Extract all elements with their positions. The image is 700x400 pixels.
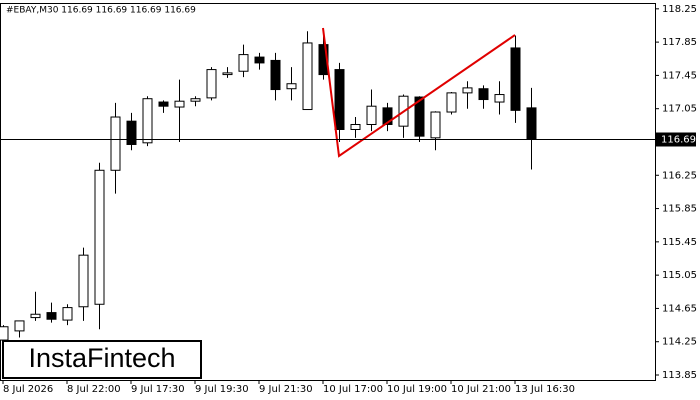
- x-tick-label: 8 Jul 2026: [3, 384, 53, 395]
- candle-body: [110, 116, 121, 171]
- candle-body: [366, 105, 377, 126]
- chart-header: #EBAY,M30 116.69 116.69 116.69 116.69: [6, 6, 196, 16]
- x-tick-label: 10 Jul 19:00: [387, 384, 447, 395]
- x-tick-label: 9 Jul 17:30: [131, 384, 185, 395]
- y-tick-label: 115.45: [662, 237, 697, 248]
- x-tick-label: 9 Jul 19:30: [195, 384, 249, 395]
- y-tick-label: 115.85: [662, 204, 697, 215]
- candle-body: [206, 69, 217, 99]
- x-tick-label: 10 Jul 17:00: [323, 384, 383, 395]
- watermark-box: [2, 340, 202, 379]
- candle-body: [0, 326, 9, 341]
- current-price-box: [656, 132, 696, 147]
- pattern-line: [322, 27, 516, 158]
- candle-body: [158, 101, 169, 107]
- candle-body: [526, 107, 537, 140]
- candle-body: [478, 88, 489, 101]
- x-tick-label: 10 Jul 21:00: [451, 384, 511, 395]
- candle-body: [430, 111, 441, 139]
- candle-body: [30, 313, 41, 319]
- candle-body: [78, 254, 89, 308]
- candle-body: [334, 69, 345, 130]
- y-tick-label: 114.65: [662, 303, 697, 314]
- watermark: InstaFintech: [28, 343, 175, 373]
- y-tick-label: 117.45: [662, 70, 697, 81]
- y-tick-label: 118.25: [662, 4, 697, 15]
- candle-body: [46, 312, 57, 320]
- y-tick-label: 115.05: [662, 270, 697, 281]
- candle-body: [446, 92, 457, 113]
- candle-body: [222, 72, 233, 76]
- candle-body: [270, 59, 281, 91]
- candle-body: [302, 42, 313, 111]
- candle-body: [414, 96, 425, 137]
- x-tick-label: 9 Jul 21:30: [259, 384, 313, 395]
- candle-body: [14, 320, 25, 332]
- candle-body: [318, 44, 329, 76]
- candles: [0, 31, 537, 346]
- x-tick-label: 13 Jul 16:30: [515, 384, 575, 395]
- candle-body: [510, 47, 521, 111]
- candle-body: [142, 98, 153, 144]
- plot-frame: [0, 3, 656, 381]
- candle-body: [174, 100, 185, 108]
- y-tick-label: 117.05: [662, 104, 697, 115]
- candle-body: [350, 124, 361, 130]
- x-tick-label: 8 Jul 22:00: [67, 384, 121, 395]
- y-tick-label: 113.85: [662, 370, 697, 381]
- candle-body: [254, 56, 265, 64]
- candle-body: [462, 87, 473, 94]
- candle-body: [126, 120, 137, 145]
- candle-body: [190, 98, 201, 102]
- y-tick-label: 116.25: [662, 170, 697, 181]
- y-tick-label: 114.25: [662, 337, 697, 348]
- current-price-label: 116.69: [661, 135, 696, 146]
- candle-body: [94, 169, 105, 305]
- candle-body: [494, 94, 505, 103]
- candle-body: [62, 307, 73, 321]
- candle-body: [286, 83, 297, 90]
- y-tick-label: 117.85: [662, 37, 697, 48]
- candle-body: [238, 54, 249, 72]
- candle-body: [382, 107, 393, 126]
